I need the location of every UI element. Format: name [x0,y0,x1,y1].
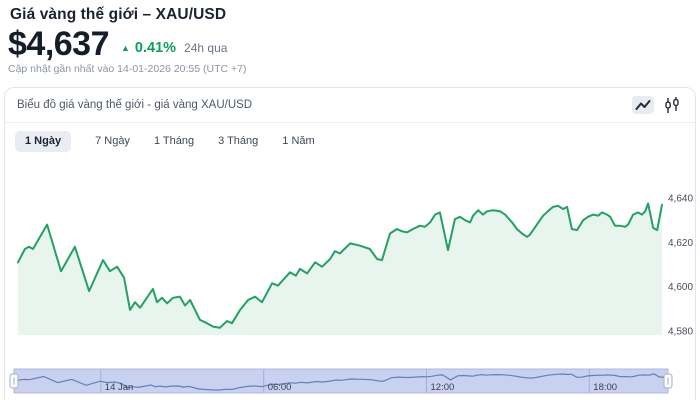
current-price: $4,637 [8,25,110,63]
price-block: $4,637 ▲ 0.41% 24h qua [8,27,227,61]
page-title: Giá vàng thế giới – XAU/USD [10,6,227,23]
line-chart-icon [635,98,651,112]
range-tabs: 1 Ngày 7 Ngày 1 Tháng 3 Tháng 1 Năm [15,130,695,152]
price-change: ▲ 0.41% 24h qua [121,40,227,61]
change-percent: 0.41% [134,40,177,56]
chart-card-title: Biểu đồ giá vàng thế giới - giá vàng XAU… [17,99,253,111]
tab-1-ngay[interactable]: 1 Ngày [15,130,72,152]
tab-1-nam[interactable]: 1 Năm [282,134,315,147]
up-arrow-icon: ▲ [121,42,130,53]
tab-1-thang[interactable]: 1 Tháng [153,134,195,147]
chart-card-header: Biểu đồ giá vàng thế giới - giá vàng XAU… [5,88,695,123]
tab-7-ngay[interactable]: 7 Ngày [95,134,130,147]
line-chart-toggle[interactable] [632,96,654,114]
change-period: 24h qua [184,41,228,55]
chart-type-tools [632,96,683,114]
chart-card: Biểu đồ giá vàng thế giới - giá vàng XAU… [4,87,696,400]
candlestick-toggle[interactable] [661,96,683,114]
last-updated-text: Cập nhật gần nhất vào 14-01-2026 20:55 (… [8,63,247,75]
candlestick-icon [664,96,680,114]
tab-3-thang[interactable]: 3 Tháng [218,134,259,147]
